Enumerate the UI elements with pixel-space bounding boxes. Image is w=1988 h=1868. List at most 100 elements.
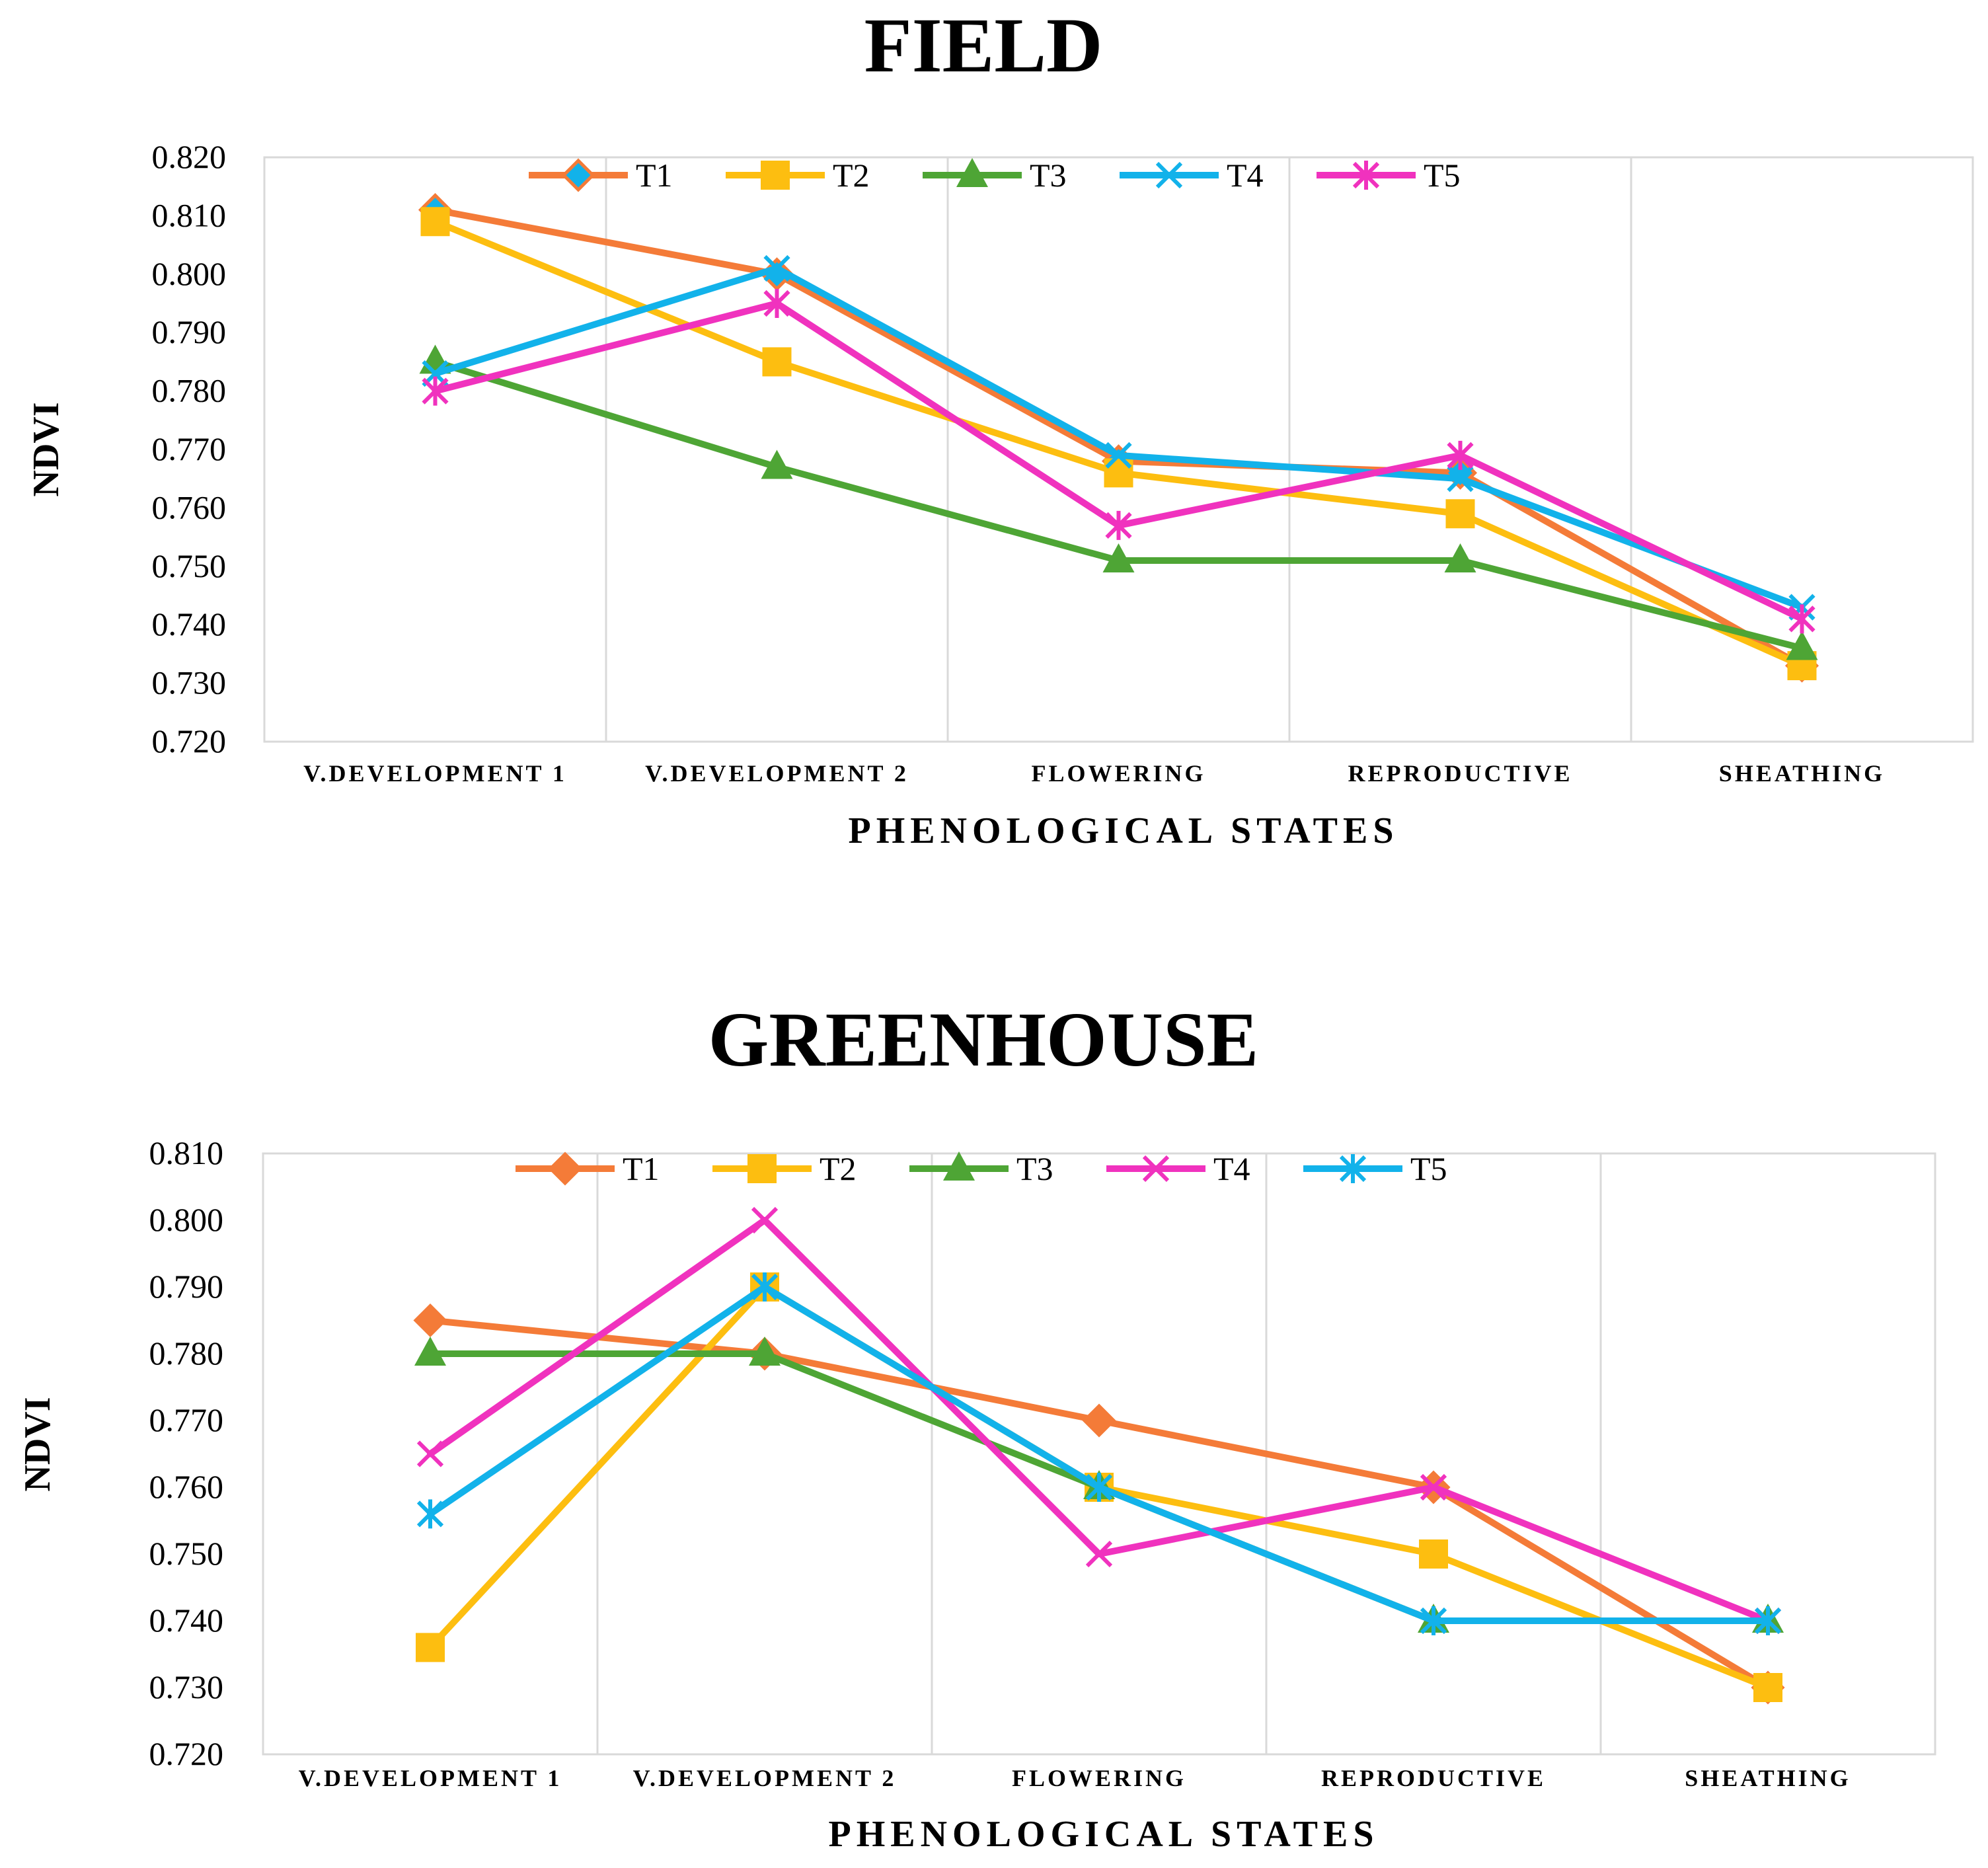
legend-marker [1352, 161, 1380, 190]
y-tick-label: 0.760 [149, 1468, 224, 1505]
data-point-t5 [1447, 440, 1474, 470]
legend-marker [1155, 161, 1183, 189]
data-point-t2 [420, 207, 450, 237]
data-point-t4 [1105, 442, 1132, 469]
y-tick-label: 0.770 [149, 1401, 224, 1438]
legend-item-t3: T3 [923, 157, 1067, 194]
legend-item-t3: T3 [909, 1150, 1053, 1187]
y-tick-label: 0.740 [152, 605, 227, 642]
y-axis-title: NDVI [26, 402, 67, 496]
x-tick-label: REPRODUCTIVE [1321, 1765, 1546, 1791]
legend-item-t5: T5 [1317, 157, 1461, 194]
data-point-t4 [1420, 1473, 1447, 1501]
legend: T1 T2 T3 T4 T5 [516, 1150, 1447, 1187]
data-point-t3 [749, 1337, 781, 1366]
data-point-t4 [1085, 1540, 1113, 1568]
data-point-t4 [416, 1440, 444, 1467]
data-point-t5 [1754, 1606, 1782, 1635]
legend-item-t2: T2 [712, 1150, 857, 1187]
x-tick-label: FLOWERING [1012, 1765, 1186, 1791]
data-point-t2 [1753, 1673, 1782, 1702]
y-tick-label: 0.820 [152, 138, 227, 175]
y-tick-label: 0.800 [149, 1201, 224, 1238]
series-t5 [422, 289, 1816, 634]
legend-marker [548, 1151, 582, 1186]
legend-label: T4 [1227, 157, 1264, 194]
x-tick-label: V.DEVELOPMENT 2 [645, 760, 909, 787]
data-point-t2 [1104, 458, 1133, 488]
series-t2 [420, 207, 1817, 681]
x-tick-label: V.DEVELOPMENT 2 [633, 1765, 897, 1791]
series-t5 [416, 1272, 1782, 1635]
y-tick-label: 0.790 [152, 313, 227, 350]
y-tick-label: 0.730 [149, 1668, 224, 1705]
legend-item-t2: T2 [726, 157, 870, 194]
y-tick-label: 0.790 [149, 1268, 224, 1305]
data-point-t5 [1105, 510, 1132, 540]
data-point-t1 [1082, 1403, 1116, 1438]
data-point-t4 [1447, 465, 1474, 492]
x-tick-label: FLOWERING [1031, 760, 1205, 787]
series-t3 [419, 344, 1818, 660]
data-point-t1 [413, 1303, 447, 1338]
y-tick-label: 0.780 [149, 1335, 224, 1372]
x-tick-label: V.DEVELOPMENT 1 [299, 1765, 562, 1791]
y-tick-label: 0.720 [152, 722, 227, 759]
legend-marker [747, 1154, 777, 1183]
legend-label: T2 [833, 157, 870, 194]
data-point-t4 [751, 1206, 779, 1234]
data-point-t5 [751, 1272, 779, 1302]
data-point-t5 [422, 376, 449, 406]
x-tick-label: REPRODUCTIVE [1348, 760, 1572, 787]
plot-area [262, 1152, 1936, 1756]
legend: T1 T2 T3 T4 T5 [529, 157, 1461, 194]
x-axis-title: PHENOLOGICAL STATES [849, 810, 1399, 851]
y-tick-label: 0.770 [152, 430, 227, 467]
legend-item-t4: T4 [1106, 1150, 1250, 1187]
data-point-t3 [1444, 543, 1476, 572]
y-tick-label: 0.780 [152, 372, 227, 409]
data-point-t2 [762, 347, 792, 377]
plot-area [263, 156, 1974, 743]
y-tick-label: 0.750 [152, 547, 227, 584]
legend-label: T5 [1410, 1150, 1447, 1187]
data-point-t5 [1788, 604, 1816, 634]
chart-title: FIELD [864, 2, 1103, 89]
legend-label: T3 [1030, 157, 1067, 194]
legend-label: T2 [820, 1150, 857, 1187]
legend-label: T5 [1424, 157, 1461, 194]
data-point-t2 [416, 1633, 445, 1662]
data-point-t5 [1085, 1473, 1113, 1502]
greenhouse-chart: GREENHOUSE 0.720 0.730 0.740 0.750 0.760 0.770… [17, 996, 1936, 1855]
legend-item-t1: T1 [516, 1150, 660, 1187]
chart-title: GREENHOUSE [708, 996, 1259, 1083]
data-point-t5 [763, 289, 790, 318]
data-point-t5 [1420, 1606, 1447, 1635]
y-tick-label: 0.730 [152, 664, 227, 701]
series-line-t3 [432, 358, 1806, 652]
legend-item-t4: T4 [1120, 157, 1264, 194]
legend-marker [1142, 1155, 1170, 1183]
data-point-t3 [414, 1337, 446, 1366]
data-point-t2 [1445, 499, 1475, 529]
x-tick-label: SHEATHING [1719, 760, 1885, 787]
series-t1 [413, 1303, 1785, 1705]
data-point-t3 [1102, 543, 1135, 572]
legend-label: T3 [1016, 1150, 1053, 1187]
legend-marker [561, 158, 595, 192]
legend-label: T1 [636, 157, 673, 194]
series-line-t2 [432, 218, 1806, 670]
y-axis-title: NDVI [17, 1397, 58, 1491]
data-point-t5 [416, 1499, 444, 1529]
y-tick-label: 0.810 [149, 1134, 224, 1171]
x-tick-label: V.DEVELOPMENT 1 [303, 760, 567, 787]
data-point-t4 [763, 254, 790, 282]
y-tick-label: 0.810 [152, 196, 227, 233]
series-t1 [418, 193, 1819, 683]
legend-label: T4 [1213, 1150, 1250, 1187]
legend-marker [956, 158, 988, 187]
x-tick-label: SHEATHING [1685, 1765, 1851, 1791]
y-tick-label: 0.750 [149, 1535, 224, 1572]
legend-marker [1339, 1154, 1367, 1183]
